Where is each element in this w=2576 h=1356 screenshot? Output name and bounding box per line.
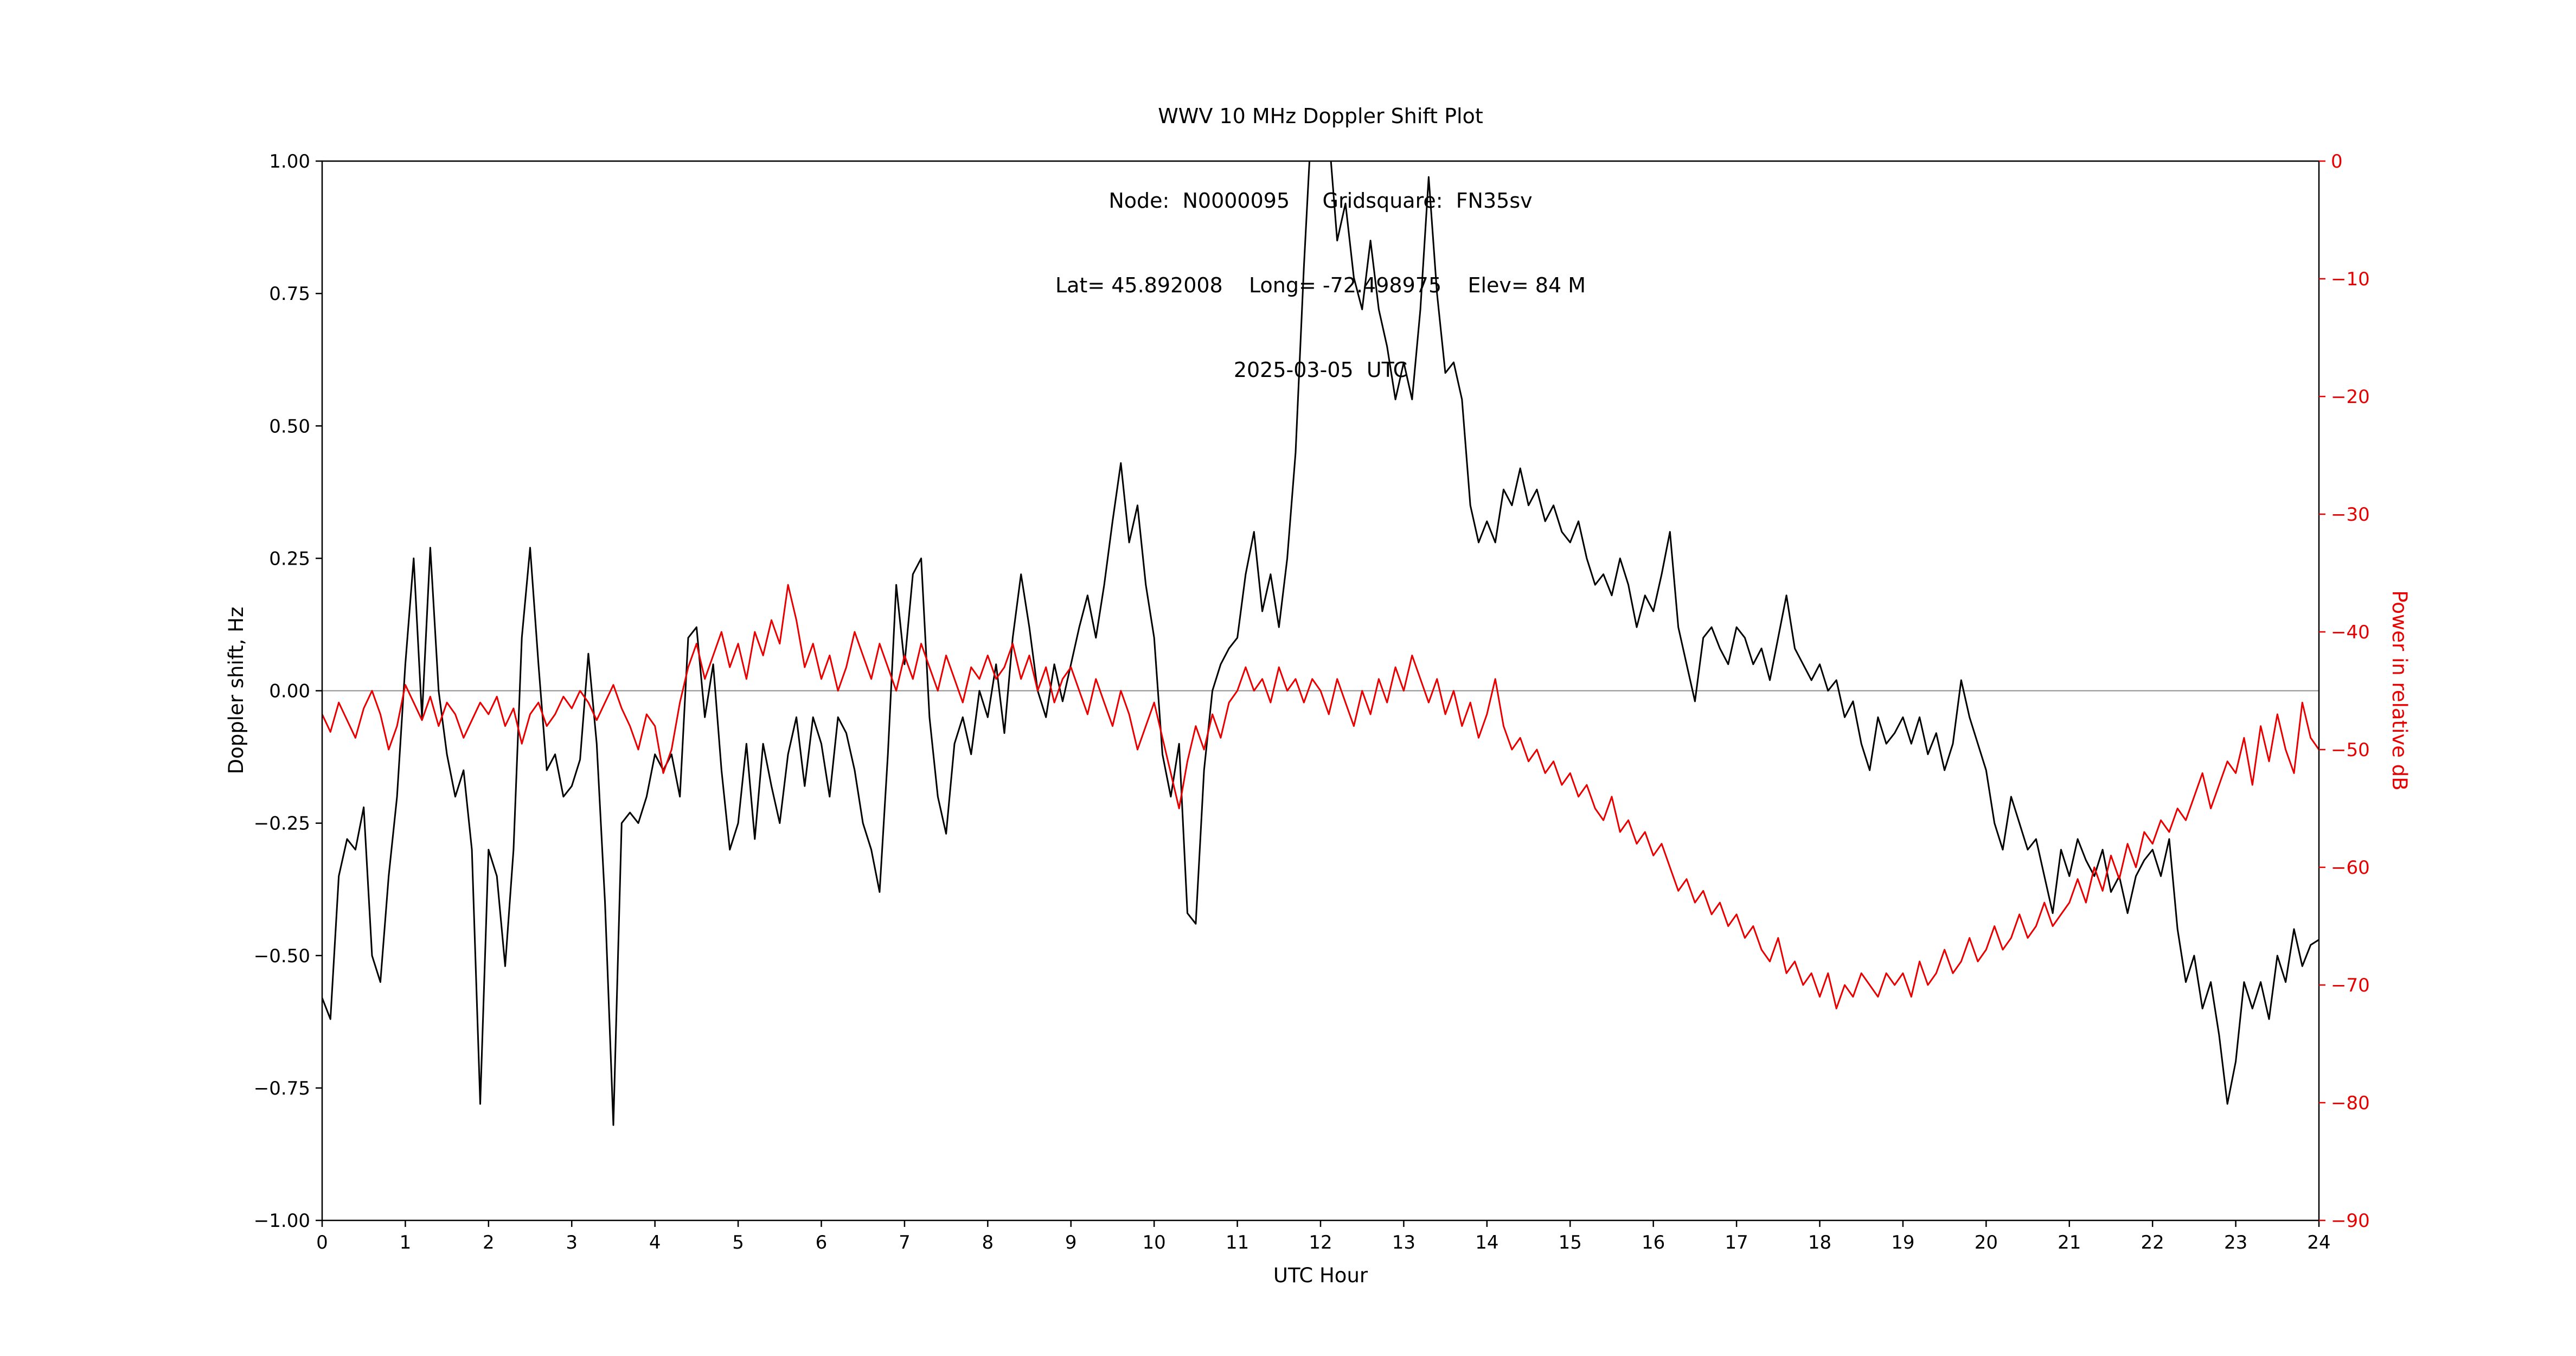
right-y-tick-label: −30 (2331, 504, 2370, 526)
plot-title-line2: Node: N0000095 Gridsquare: FN35sv (1108, 189, 1533, 213)
x-tick-label: 3 (566, 1232, 578, 1253)
x-tick-label: 12 (1309, 1232, 1332, 1253)
x-tick-label: 8 (982, 1232, 994, 1253)
x-tick-label: 5 (732, 1232, 744, 1253)
right-y-tick-label: −80 (2331, 1092, 2370, 1114)
right-y-tick-label: −50 (2331, 739, 2370, 761)
left-y-axis-label: Doppler shift, Hz (225, 606, 248, 775)
x-tick-label: 10 (1143, 1232, 1166, 1253)
doppler_shift_hz-line (322, 161, 2319, 1126)
x-tick-label: 22 (2141, 1232, 2164, 1253)
right-y-tick-label: −60 (2331, 857, 2370, 879)
plot-title-line4: 2025-03-05 UTC (1233, 358, 1408, 382)
right-y-tick-label: 0 (2331, 151, 2343, 172)
left-y-tick-label: −1.00 (254, 1210, 310, 1232)
plot-title-block: WWV 10 MHz Doppler Shift Plot Node: N000… (778, 46, 1863, 440)
x-tick-label: 11 (1226, 1232, 1249, 1253)
x-tick-label: 23 (2224, 1232, 2247, 1253)
power_relative_db-line (322, 584, 2319, 1009)
right-y-tick-label: −70 (2331, 975, 2370, 996)
x-tick-label: 13 (1392, 1232, 1415, 1253)
x-tick-label: 14 (1475, 1232, 1498, 1253)
x-tick-label: 1 (400, 1232, 412, 1253)
x-tick-label: 24 (2307, 1232, 2330, 1253)
right-y-tick-label: −20 (2331, 386, 2370, 408)
x-tick-label: 21 (2058, 1232, 2081, 1253)
right-y-axis-label: Power in relative dB (2388, 590, 2411, 791)
right-y-tick-label: −40 (2331, 622, 2370, 643)
left-y-tick-label: 0.00 (269, 681, 310, 702)
x-tick-label: 0 (316, 1232, 328, 1253)
x-axis-label: UTC Hour (1273, 1264, 1368, 1287)
left-y-tick-label: −0.25 (254, 813, 310, 835)
right-y-tick-label: −10 (2331, 268, 2370, 290)
x-tick-label: 17 (1725, 1232, 1748, 1253)
x-tick-label: 4 (649, 1232, 661, 1253)
left-y-tick-label: −0.50 (254, 945, 310, 967)
right-y-tick-label: −90 (2331, 1210, 2370, 1232)
plot-title-line1: WWV 10 MHz Doppler Shift Plot (1158, 104, 1483, 128)
x-tick-label: 6 (816, 1232, 828, 1253)
x-tick-label: 15 (1559, 1232, 1582, 1253)
left-y-tick-label: −0.75 (254, 1078, 310, 1099)
x-tick-label: 2 (483, 1232, 495, 1253)
left-y-tick-label: 0.50 (269, 415, 310, 437)
x-tick-label: 20 (1975, 1232, 1998, 1253)
x-tick-label: 7 (899, 1232, 911, 1253)
plot-title-line3: Lat= 45.892008 Long= -72.498975 Elev= 84… (1055, 273, 1586, 297)
left-y-tick-label: 0.25 (269, 548, 310, 570)
left-y-tick-label: 1.00 (269, 151, 310, 172)
x-tick-label: 16 (1642, 1232, 1665, 1253)
left-y-tick-label: 0.75 (269, 283, 310, 305)
x-tick-label: 9 (1065, 1232, 1077, 1253)
x-tick-label: 19 (1891, 1232, 1914, 1253)
x-tick-label: 18 (1808, 1232, 1831, 1253)
